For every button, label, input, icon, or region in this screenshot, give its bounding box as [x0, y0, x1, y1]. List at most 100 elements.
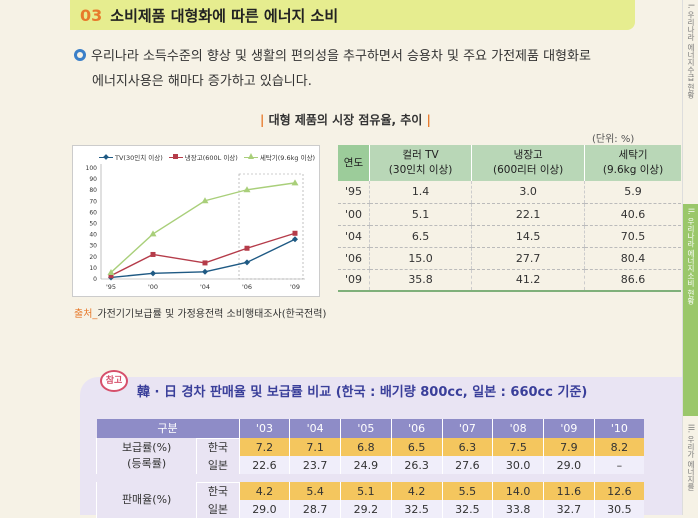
value-cell: 22.1 [471, 203, 585, 226]
market-title-text: 대형 제품의 시장 점유율, 추이 [268, 113, 423, 127]
x-tick-label: '06 [242, 283, 252, 291]
section-header: 03 소비제품 대형화에 따른 에너지 소비 [70, 0, 635, 30]
chart-legend: TV(30인치 이상) 냉장고(600L 이상) 세탁기(9.6kg 이상) [99, 152, 315, 162]
value-cell: 28.7 [289, 500, 341, 518]
year-cell: '95 [338, 181, 370, 204]
value-cell: 7.2 [238, 438, 290, 456]
value-cell: 22.6 [238, 456, 290, 474]
year-header: '04 [289, 419, 341, 438]
value-cell: 40.6 [584, 203, 681, 226]
data-point [108, 273, 114, 279]
y-tick-label: 50 [89, 221, 97, 228]
source-label: 출처_ [74, 309, 98, 320]
y-tick-label: 20 [89, 254, 97, 261]
country-cell: 한국 [196, 481, 240, 500]
value-cell: 4.2 [238, 482, 290, 500]
highlight-box [238, 173, 304, 280]
year-header: '07 [441, 419, 493, 438]
data-point [244, 259, 250, 266]
x-tick-label: '09 [290, 283, 300, 291]
data-point [202, 260, 208, 266]
title-bar-left: | [260, 113, 265, 127]
data-point [244, 245, 250, 251]
value-cell: 15.0 [368, 247, 472, 270]
header-year: 연도 [338, 145, 370, 181]
data-point [107, 268, 115, 275]
legend-label: 냉장고(600L 이상) [184, 154, 238, 162]
y-tick-label: 10 [89, 265, 97, 272]
kei-car-table: 구분 '03'04'05'06'07'08'09'10 보급률(%) (등록률) 한… [95, 419, 644, 518]
data-point [291, 179, 299, 186]
table-header-row: 연도 컬러 TV (30인치 이상) 냉장고 (600리터 이상) 세탁기 (9.6k… [338, 145, 681, 181]
data-point [243, 186, 251, 193]
year-cell: '00 [338, 203, 370, 226]
value-cell: 70.5 [584, 225, 681, 248]
year-header: '08 [492, 419, 544, 438]
chart-svg: 0 10 20 30 40 50 60 70 80 90 100 '95 '00 '04 '06 '09 [86, 164, 305, 291]
value-cell: 8.2 [593, 438, 644, 456]
table-row: 일본 22.6 23.7 24.9 26.3 27.6 30.0 29.0– [97, 456, 644, 474]
side-tab[interactable]: III. 우리가 에너지를 [686, 424, 696, 491]
title-bar-right: | [426, 113, 431, 127]
y-tick-label: 100 [86, 165, 98, 172]
section-title: 소비제품 대형화에 따른 에너지 소비 [110, 6, 339, 25]
y-tick-label: 90 [89, 176, 97, 183]
value-cell: 35.8 [368, 269, 472, 292]
value-cell: 86.6 [584, 269, 681, 292]
data-point [149, 230, 157, 237]
value-cell: 30.0 [492, 456, 544, 474]
value-cell: 6.8 [340, 438, 392, 456]
legend-swatch [243, 153, 258, 160]
year-header: '10 [593, 419, 644, 438]
market-title: | 대형 제품의 시장 점유율, 추이 | [260, 111, 431, 128]
legend-item: 세탁기(9.6kg 이상) [243, 152, 315, 162]
y-tick-label: 60 [89, 209, 97, 216]
year-header: '05 [340, 419, 392, 438]
year-header: '03 [238, 419, 290, 438]
intro-line-2: 에너지사용은 해마다 증가하고 있습니다. [92, 74, 312, 89]
reference-title: 韓 · 日 경차 판매율 및 보급률 비교 (한국 : 배기량 800cc, 일… [137, 385, 588, 400]
value-cell: 5.4 [289, 482, 341, 500]
data-point [202, 268, 208, 275]
value-cell: 80.4 [584, 247, 681, 270]
value-cell: 7.1 [289, 438, 341, 456]
year-cell: '09 [338, 269, 370, 292]
section-number: 03 [80, 5, 103, 25]
value-cell: 27.7 [471, 247, 585, 270]
value-cell: 29.2 [340, 500, 392, 518]
data-point [150, 270, 156, 277]
value-cell: 32.7 [542, 500, 595, 518]
value-cell: 7.5 [492, 438, 544, 456]
value-cell: 29.0 [542, 456, 595, 474]
year-cell: '06 [338, 247, 370, 270]
value-cell: 1.4 [368, 181, 472, 204]
data-point [292, 236, 298, 243]
group-label: 보급률(%) (등록률) [95, 438, 197, 474]
series-line-1 [110, 232, 296, 277]
country-cell: 일본 [196, 456, 240, 474]
value-cell: 14.0 [492, 482, 544, 500]
value-cell: 12.6 [593, 482, 644, 500]
group-label: 판매율(%) [95, 482, 197, 518]
value-cell: 3.0 [471, 181, 585, 204]
value-cell: 14.5 [471, 225, 585, 248]
table-row: '09 35.8 41.2 86.6 [338, 269, 681, 292]
header-category: 구분 [96, 419, 240, 438]
unit-label: (단위: %) [592, 134, 635, 145]
value-cell: 30.5 [593, 500, 644, 518]
y-tick-label: 80 [89, 187, 97, 194]
side-tab[interactable]: I. 우리나라 에너지수급 현황 [686, 4, 696, 99]
value-cell: 29.0 [238, 500, 290, 518]
value-cell: 4.2 [390, 482, 443, 500]
data-point [150, 251, 156, 257]
value-cell: 26.3 [390, 456, 443, 474]
value-cell: 11.6 [542, 482, 595, 500]
value-cell: 6.5 [390, 438, 443, 456]
value-cell: 5.9 [584, 181, 681, 204]
year-header: '06 [390, 419, 443, 438]
side-tab[interactable]: II. 우리나라 에너지소비 현황 [683, 204, 698, 416]
table-row: '95 1.4 3.0 5.9 [338, 181, 681, 204]
table-row: 일본 29.0 28.7 29.2 32.5 32.5 33.8 32.7 30.5 [97, 500, 644, 518]
market-share-table: 연도 컬러 TV (30인치 이상) 냉장고 (600리터 이상) 세탁기 (9.6k… [338, 145, 681, 292]
header-tv: 컬러 TV (30인치 이상) [368, 145, 472, 181]
